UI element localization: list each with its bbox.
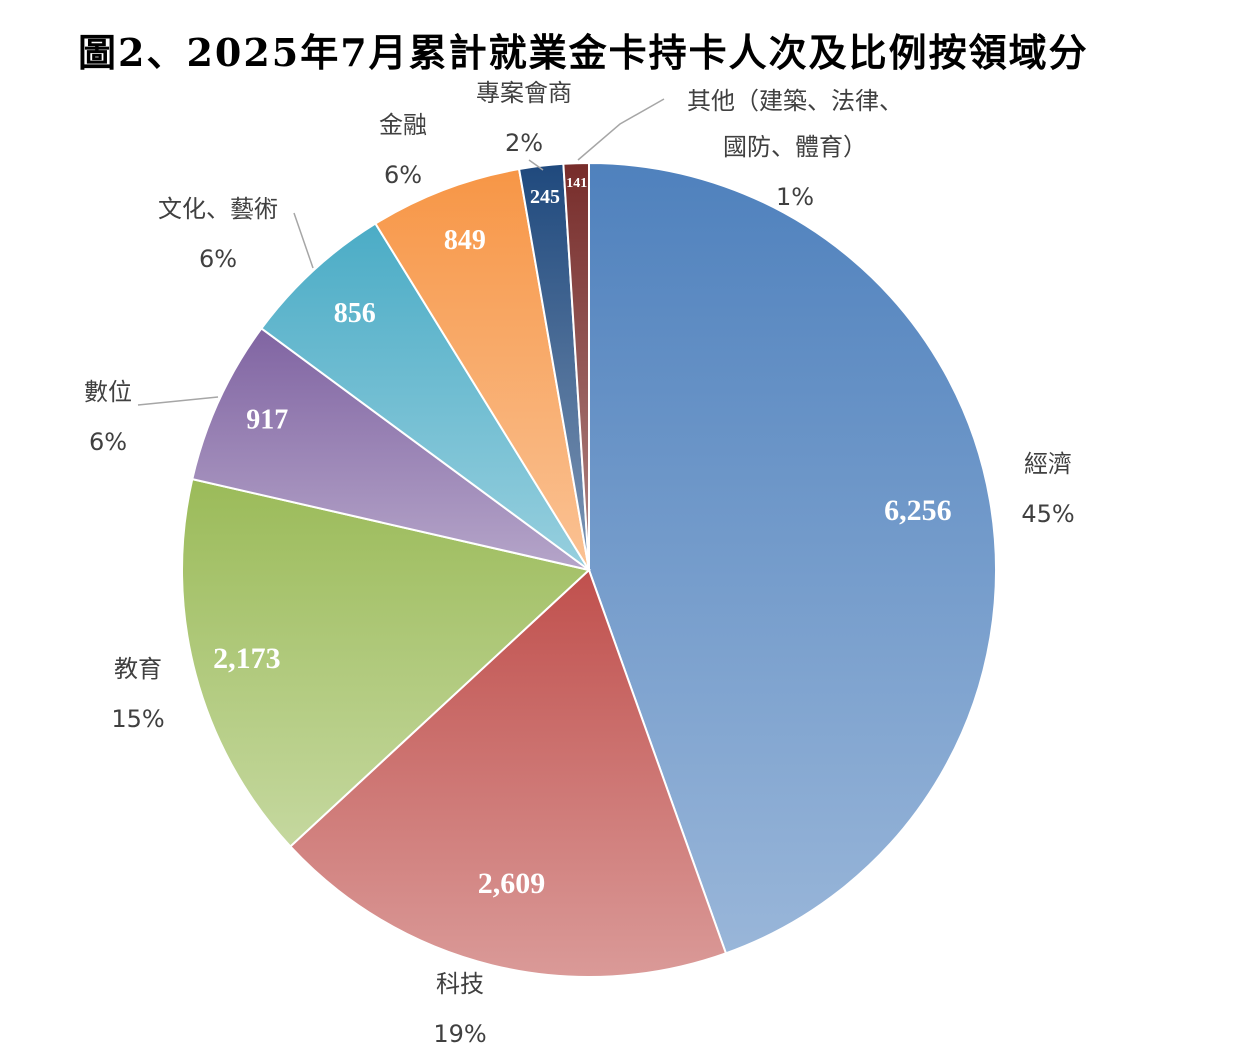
value-label-8: 141	[566, 176, 587, 191]
percent-label-1: 45%	[1021, 500, 1074, 528]
leader-line-7	[528, 159, 544, 171]
category-label-5: 文化、藝術	[158, 195, 278, 223]
category-label-8-line-1: 其他（建築、法律、	[687, 87, 903, 115]
percent-label-4: 6%	[89, 428, 127, 456]
category-labels: 經濟 45% 科技 19% 教育 15% 數位 6% 文化、藝術 6% 金融 6% 專案會商 2% 其他（建…	[84, 79, 1075, 1048]
category-label-4: 數位	[84, 378, 132, 406]
value-label-3: 2,173	[213, 642, 281, 675]
value-label-6: 849	[444, 225, 486, 256]
value-label-5: 856	[334, 298, 376, 329]
value-label-2: 2,609	[478, 867, 546, 900]
percent-label-2: 19%	[433, 1020, 486, 1048]
pie-slice-5	[260, 222, 590, 571]
category-label-7: 專案會商	[476, 79, 572, 107]
category-label-1: 經濟	[1024, 450, 1072, 478]
category-label-2: 科技	[436, 970, 484, 998]
pie-slice-3	[181, 477, 592, 848]
category-label-6: 金融	[379, 111, 427, 139]
value-labels: 6,256 2,609 2,173 917 856 849 245 141	[213, 176, 951, 900]
leader-line-8	[577, 98, 665, 161]
leader-line-4	[137, 396, 219, 406]
value-label-4: 917	[246, 405, 288, 436]
category-label-8-line-2: 國防、體育）	[723, 133, 867, 161]
pie-slice-2	[288, 568, 728, 978]
value-label-1: 6,256	[884, 494, 952, 527]
pie-slice-1	[588, 161, 997, 955]
value-label-7: 245	[530, 186, 560, 208]
percent-label-7: 2%	[505, 129, 543, 157]
percent-label-8: 1%	[776, 183, 814, 211]
percent-label-5: 6%	[199, 245, 237, 273]
category-label-3: 教育	[114, 655, 162, 683]
pie-slices	[181, 161, 997, 978]
percent-label-6: 6%	[384, 161, 422, 189]
pie-slice-8	[562, 161, 590, 571]
pie-slice-4	[191, 327, 590, 571]
percent-label-3: 15%	[111, 705, 164, 733]
chart-title: 圖2、2025年7月累計就業金卡持卡人次及比例按領域分	[78, 30, 1089, 75]
leader-lines	[137, 98, 665, 406]
leader-line-5	[293, 212, 314, 269]
